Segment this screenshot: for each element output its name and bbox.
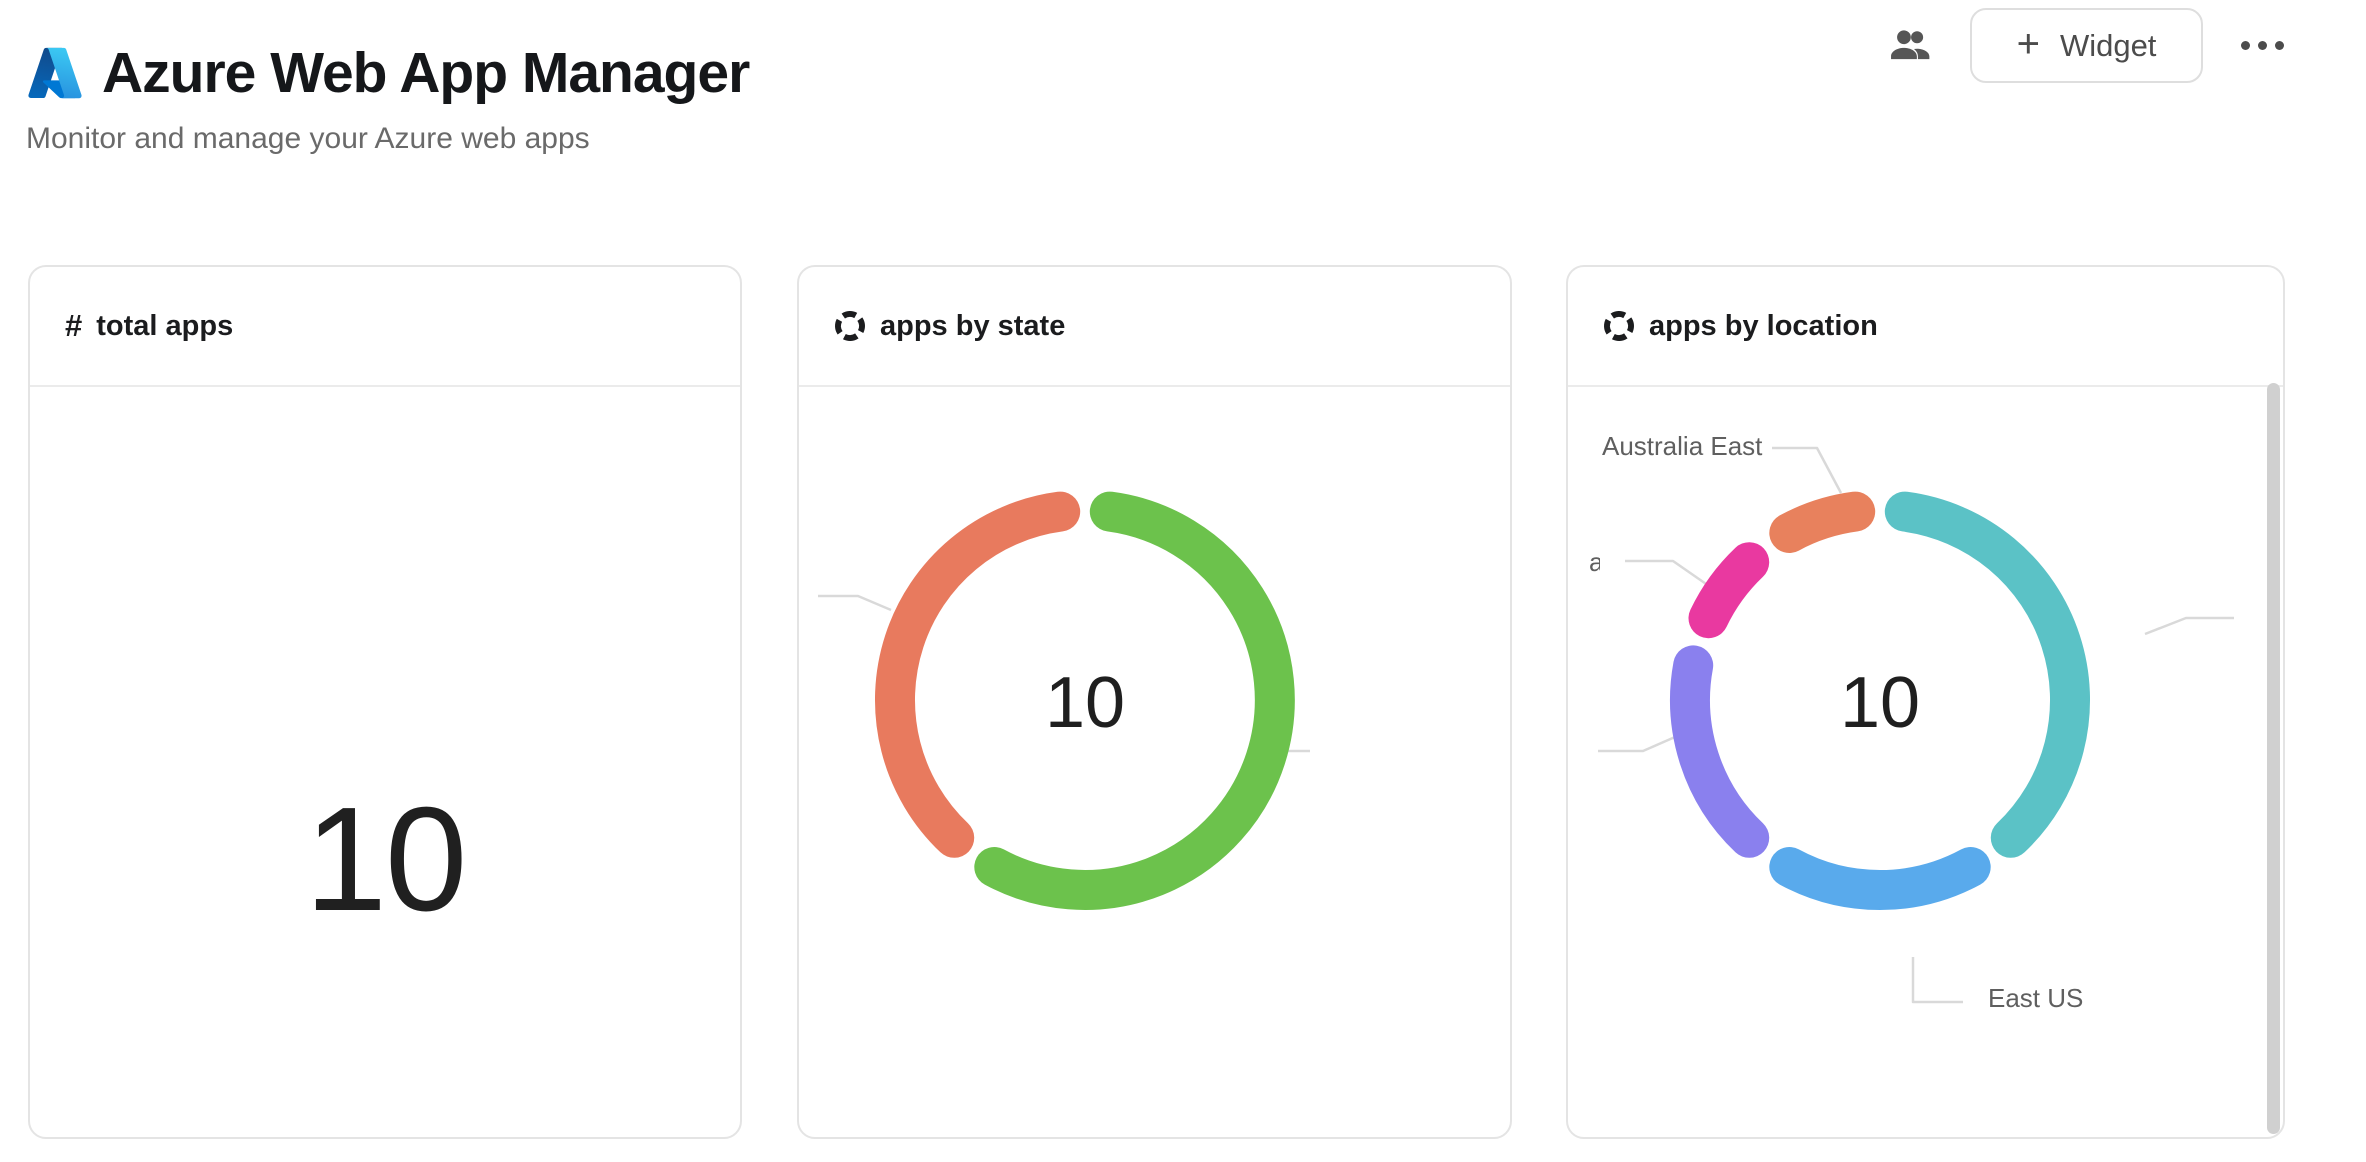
card-title: apps by location — [1649, 309, 1878, 342]
card-location-scrollbar[interactable] — [2267, 383, 2280, 1134]
app-header: Azure Web App Manager Monitor and manage… — [26, 40, 2340, 156]
overflow-menu-button[interactable] — [2237, 31, 2288, 60]
people-icon — [1891, 29, 1930, 59]
add-widget-label: Widget — [2059, 27, 2157, 63]
card-title: apps by state — [880, 309, 1066, 342]
add-widget-button[interactable]: + Widget — [1970, 8, 2203, 83]
card-total-apps: # total apps 10 — [28, 265, 742, 1139]
brand-row: Azure Web App Manager — [26, 40, 2340, 106]
page-title: Azure Web App Manager — [102, 41, 750, 105]
card-apps-by-state-header: apps by state — [799, 267, 1510, 387]
azure-logo-icon — [28, 47, 82, 99]
header-actions: + Widget — [1884, 8, 2288, 83]
donut-chart-icon — [1603, 310, 1635, 342]
apps-by-state-total: 10 — [1044, 663, 1126, 743]
share-users-button[interactable] — [1884, 20, 1936, 72]
ellipsis-icon — [2241, 41, 2250, 50]
callout-australia-east: Australia East — [1602, 431, 1763, 461]
card-apps-by-location-header: apps by location — [1568, 267, 2283, 387]
page-subtitle: Monitor and manage your Azure web apps — [26, 122, 590, 155]
ellipsis-icon — [2275, 41, 2284, 50]
callout-clipped-label: a — [1589, 547, 1600, 577]
card-total-apps-header: # total apps — [30, 267, 740, 387]
plus-icon: + — [2016, 21, 2040, 66]
apps-by-location-total: 10 — [1839, 663, 1921, 743]
card-title: total apps — [96, 309, 234, 342]
total-apps-value: 10 — [304, 777, 468, 942]
donut-chart-icon — [834, 310, 866, 342]
ellipsis-icon — [2258, 41, 2267, 50]
hash-icon: # — [65, 308, 83, 343]
callout-east-us: East US — [1988, 983, 2084, 1013]
